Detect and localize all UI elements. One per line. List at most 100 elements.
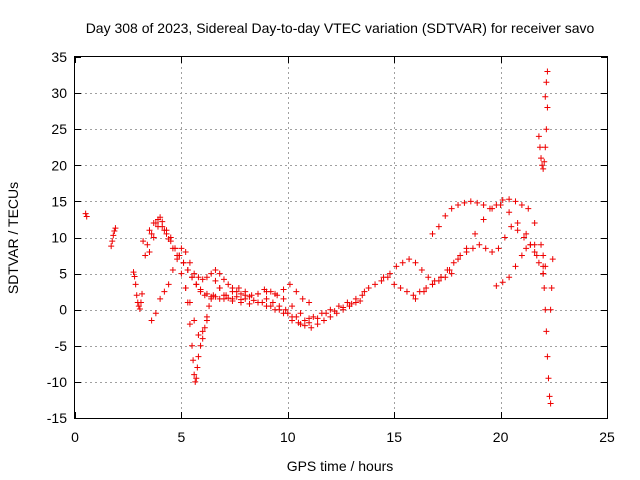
series-s7 bbox=[148, 245, 249, 324]
data-point bbox=[442, 212, 449, 219]
data-point bbox=[197, 286, 204, 293]
data-point bbox=[111, 228, 118, 235]
series-s8 bbox=[182, 285, 213, 385]
series-s10 bbox=[263, 270, 455, 331]
data-point bbox=[412, 295, 419, 302]
data-point bbox=[455, 202, 462, 209]
data-point bbox=[301, 317, 308, 324]
data-point bbox=[150, 220, 157, 227]
data-point bbox=[393, 263, 400, 270]
data-point bbox=[463, 245, 470, 252]
data-point bbox=[132, 281, 139, 288]
data-point bbox=[525, 205, 532, 212]
data-point bbox=[549, 256, 556, 263]
data-point bbox=[229, 298, 236, 305]
series-s15 bbox=[535, 104, 551, 172]
x-tick-label: 5 bbox=[178, 429, 186, 445]
data-point bbox=[108, 243, 115, 250]
data-point bbox=[142, 252, 149, 259]
tick-label-layer: 0 5 10 15 20 25 35 30 25 20 15 10 5 0 -5 -10 -15 bbox=[47, 49, 615, 445]
data-point bbox=[286, 281, 293, 288]
data-point bbox=[327, 306, 334, 313]
data-point bbox=[199, 276, 206, 283]
data-point bbox=[186, 321, 193, 328]
y-tick-label: 25 bbox=[51, 121, 67, 137]
data-point bbox=[499, 279, 506, 286]
data-point bbox=[542, 93, 549, 100]
series-s5 bbox=[142, 218, 368, 324]
data-point bbox=[216, 270, 223, 277]
series-s4 bbox=[140, 214, 364, 338]
data-point bbox=[352, 299, 359, 306]
data-point bbox=[461, 199, 468, 206]
data-point bbox=[184, 266, 191, 273]
data-point bbox=[533, 252, 540, 259]
series-s16 bbox=[542, 68, 551, 100]
y-tick-label: 5 bbox=[59, 266, 67, 282]
data-point bbox=[136, 305, 143, 312]
data-point bbox=[547, 306, 554, 313]
data-point bbox=[82, 210, 89, 217]
data-point bbox=[535, 133, 542, 140]
data-point bbox=[508, 223, 515, 230]
data-point bbox=[163, 230, 170, 237]
data-point bbox=[110, 232, 117, 239]
data-point bbox=[150, 234, 157, 241]
data-point bbox=[192, 378, 199, 385]
data-point bbox=[318, 310, 325, 317]
series-s1 bbox=[82, 210, 90, 220]
data-point bbox=[320, 317, 327, 324]
data-point bbox=[542, 263, 549, 270]
data-point bbox=[146, 227, 153, 234]
y-tick-label: -5 bbox=[55, 338, 68, 354]
data-point bbox=[306, 299, 313, 306]
data-point bbox=[518, 202, 525, 209]
data-point bbox=[229, 288, 236, 295]
data-point bbox=[499, 196, 506, 203]
data-point bbox=[457, 252, 464, 259]
data-point bbox=[431, 277, 438, 284]
data-point bbox=[493, 282, 500, 289]
data-marks bbox=[82, 68, 556, 407]
data-point bbox=[403, 288, 410, 295]
series-s13 bbox=[412, 202, 547, 302]
data-point bbox=[531, 220, 538, 227]
data-point bbox=[335, 303, 342, 310]
data-point bbox=[139, 290, 146, 297]
data-point bbox=[543, 328, 550, 335]
data-point bbox=[178, 245, 185, 252]
data-point bbox=[506, 196, 513, 203]
data-point bbox=[314, 315, 321, 322]
data-point bbox=[489, 205, 496, 212]
data-point bbox=[161, 288, 168, 295]
data-point bbox=[180, 259, 187, 266]
data-point bbox=[420, 288, 427, 295]
y-tick-label: 10 bbox=[51, 230, 67, 246]
data-point bbox=[333, 310, 340, 317]
data-point bbox=[340, 306, 347, 313]
data-point bbox=[308, 324, 315, 331]
data-point bbox=[295, 319, 302, 326]
data-point bbox=[544, 104, 551, 111]
y-tick-label: -15 bbox=[47, 410, 67, 426]
data-point bbox=[148, 230, 155, 237]
data-point bbox=[203, 274, 210, 281]
data-point bbox=[289, 303, 296, 310]
data-point bbox=[152, 310, 159, 317]
data-point bbox=[250, 297, 257, 304]
data-point bbox=[399, 259, 406, 266]
x-tick-label: 0 bbox=[71, 429, 79, 445]
data-point bbox=[391, 281, 398, 288]
data-point bbox=[220, 295, 227, 302]
y-axis-label: SDTVAR / TECUs bbox=[5, 182, 21, 294]
data-point bbox=[195, 353, 202, 360]
data-point bbox=[109, 238, 116, 245]
y-tick-label: 15 bbox=[51, 193, 67, 209]
data-point bbox=[327, 313, 334, 320]
data-point bbox=[210, 292, 217, 299]
data-point bbox=[541, 285, 548, 292]
data-point bbox=[544, 353, 551, 360]
data-point bbox=[423, 285, 430, 292]
data-point bbox=[418, 266, 425, 273]
